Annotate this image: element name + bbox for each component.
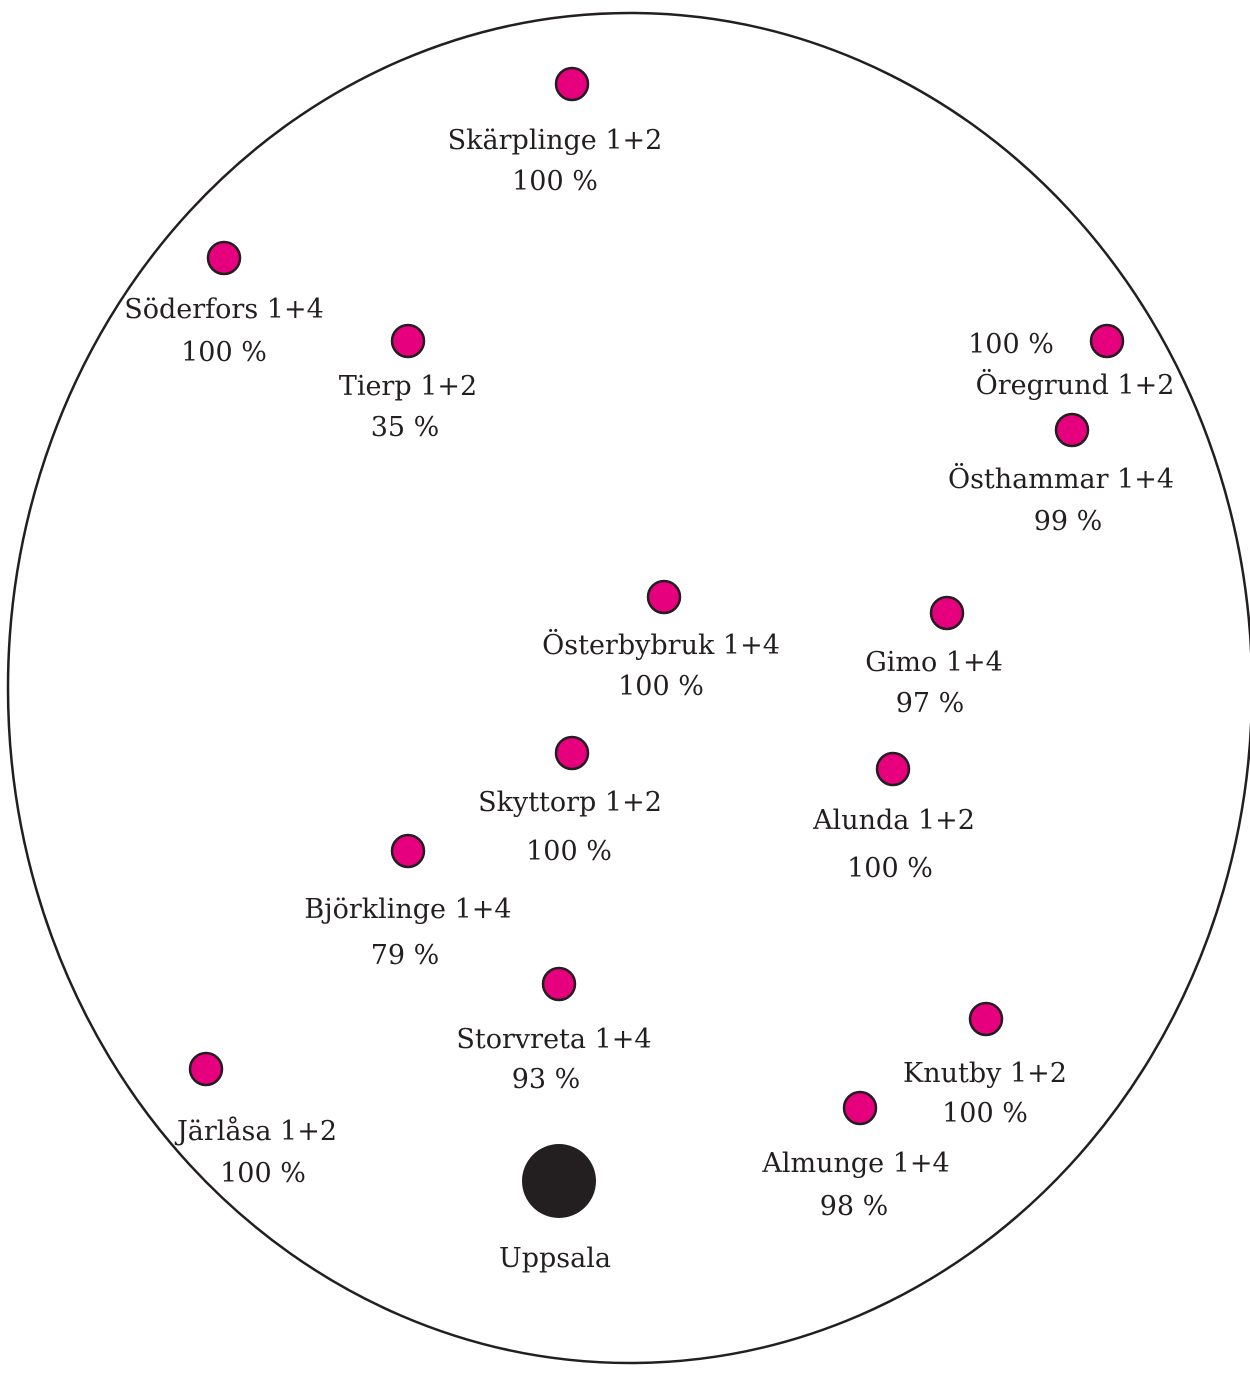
station-value: 99 %	[1034, 506, 1103, 537]
station-name: Järlåsa 1+2	[174, 1115, 337, 1147]
station-value: 100 %	[847, 853, 933, 884]
station-name: Österbybruk 1+4	[542, 627, 780, 661]
hub-label: Uppsala	[499, 1243, 611, 1274]
station-marker	[968, 1001, 1004, 1037]
station: Björklinge 1+4 79 %	[304, 833, 512, 971]
station: Järlåsa 1+2 100 %	[174, 1051, 337, 1189]
station: Skyttorp 1+2 100 %	[478, 735, 662, 867]
station-name: Gimo 1+4	[865, 647, 1003, 678]
station-marker	[390, 323, 426, 359]
station-value: 100 %	[968, 329, 1054, 360]
station-name: Skyttorp 1+2	[478, 787, 662, 818]
station-value: 100 %	[526, 836, 612, 867]
station-value: 100 %	[181, 337, 267, 368]
station-value: 93 %	[512, 1064, 581, 1095]
station: Storvreta 1+4 93 %	[456, 966, 652, 1095]
station: Alunda 1+2 100 %	[812, 751, 975, 884]
station-value: 35 %	[371, 412, 440, 443]
station-marker	[541, 966, 577, 1002]
station-marker	[842, 1090, 878, 1126]
station-name: Björklinge 1+4	[304, 894, 511, 925]
station-marker	[1089, 323, 1125, 359]
station: Gimo 1+4 97 %	[865, 595, 1003, 719]
hub-marker	[522, 1144, 596, 1218]
station-value: 98 %	[820, 1191, 889, 1222]
station-marker	[929, 595, 965, 631]
station-name: Alunda 1+2	[812, 805, 975, 836]
station: Knutby 1+2 100 %	[903, 1001, 1067, 1129]
station-name: Storvreta 1+4	[456, 1024, 651, 1055]
station-marker	[646, 579, 682, 615]
station: Skärplinge 1+2 100 %	[448, 66, 663, 197]
station-name: Tierp 1+2	[339, 371, 477, 402]
hub-uppsala: Uppsala	[499, 1144, 611, 1274]
map-outline	[6, 11, 1250, 1365]
station-name: Knutby 1+2	[903, 1058, 1067, 1089]
station-marker	[1054, 412, 1090, 448]
station-value: 100 %	[618, 671, 704, 702]
station-marker	[554, 66, 590, 102]
station-value: 100 %	[942, 1098, 1028, 1129]
station: Östhammar 1+4 99 %	[948, 412, 1174, 537]
station-marker	[875, 751, 911, 787]
station: Almunge 1+4 98 %	[761, 1090, 950, 1222]
station: Tierp 1+2 35 %	[339, 323, 477, 443]
station-value: 79 %	[371, 940, 440, 971]
station-name: Östhammar 1+4	[948, 461, 1174, 495]
station-name: Almunge 1+4	[761, 1148, 949, 1179]
station-marker	[188, 1051, 224, 1087]
station: Österbybruk 1+4 100 %	[542, 579, 780, 702]
station: Söderfors 1+4 100 %	[124, 240, 324, 368]
station-marker	[206, 240, 242, 276]
station-name: Skärplinge 1+2	[448, 125, 663, 156]
station-marker	[390, 833, 426, 869]
station: Öregrund 1+2 100 %	[968, 323, 1175, 401]
station-value: 100 %	[220, 1158, 306, 1189]
station-value: 97 %	[896, 688, 965, 719]
stations-layer: Skärplinge 1+2 100 % Söderfors 1+4 100 % Tie…	[124, 66, 1175, 1222]
station-name: Söderfors 1+4	[124, 294, 324, 325]
station-value: 100 %	[512, 166, 598, 197]
station-name: Öregrund 1+2	[976, 367, 1175, 401]
station-marker	[554, 735, 590, 771]
